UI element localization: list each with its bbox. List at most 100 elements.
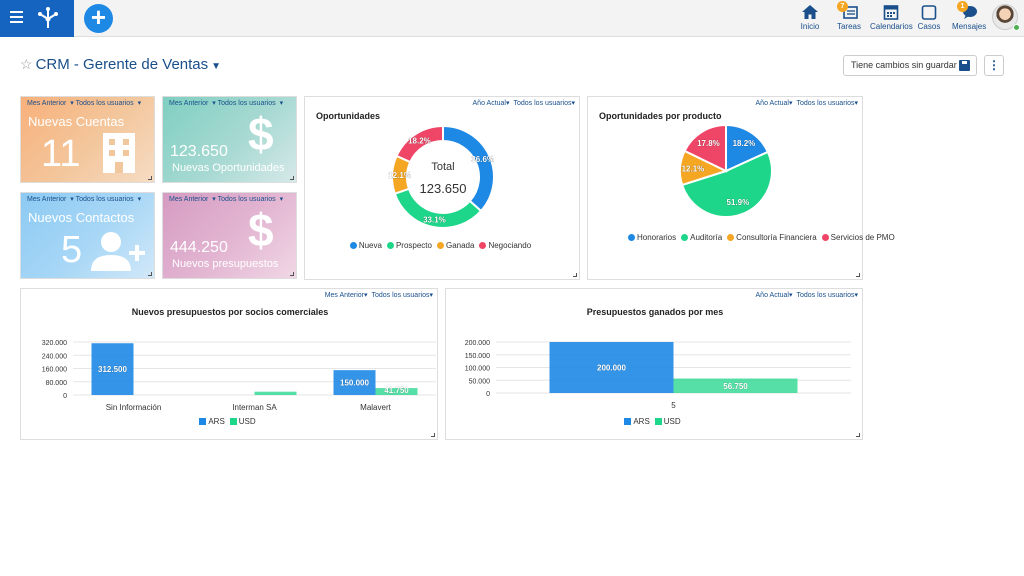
tile-nuevos-presupuestos[interactable]: Mes Anterior ▾ Todos los usuarios ▾ 444.25… xyxy=(162,192,297,279)
legend-swatch xyxy=(654,418,662,425)
resize-handle[interactable] xyxy=(148,272,152,276)
legend-swatch xyxy=(479,242,487,249)
period-filter[interactable]: Mes Anterior xyxy=(324,292,364,299)
tile-nuevos-contactos[interactable]: Mes Anterior ▾ Todos los usuarios ▾ Nuevos… xyxy=(20,192,155,279)
legend-item-ars[interactable]: ARS xyxy=(199,417,225,426)
legend-item-servicios-de-pmo[interactable]: Servicios de PMO xyxy=(821,233,895,243)
legend-item-usd[interactable]: USD xyxy=(654,417,681,426)
tile-label: Nuevas Oportunidades xyxy=(172,162,285,174)
bar-ars-sin-informacion[interactable] xyxy=(91,343,134,395)
legend-item-negociando[interactable]: Negociando xyxy=(479,241,531,250)
users-filter[interactable]: Todos los usuarios xyxy=(217,100,276,107)
users-filter[interactable]: Todos los usuarios xyxy=(75,196,134,203)
period-filter[interactable]: Mes Anterior xyxy=(169,196,209,203)
period-filter[interactable]: Año Actual xyxy=(755,100,789,107)
resize-handle[interactable] xyxy=(856,273,860,277)
users-filter[interactable]: Todos los usuarios xyxy=(513,100,572,107)
bar-usd-interman-sa[interactable] xyxy=(254,391,297,395)
users-filter[interactable]: Todos los usuarios xyxy=(796,100,855,107)
legend-swatch xyxy=(349,242,357,249)
resize-handle[interactable] xyxy=(148,176,152,180)
nav-mensajes-label: Mensajes xyxy=(952,22,987,31)
resize-handle[interactable] xyxy=(573,273,577,277)
tile-nuevas-oportunidades[interactable]: Mes Anterior ▾ Todos los usuarios ▾ 123.65… xyxy=(162,96,297,183)
chevron-down-icon[interactable]: ▼ xyxy=(211,61,222,72)
slice-label-servicios-de-pmo: 17.8% xyxy=(697,139,720,148)
add-contact-icon xyxy=(91,232,145,271)
tile-value: 444.250 xyxy=(170,239,228,256)
page-title[interactable]: ☆ CRM - Gerente de Ventas ▼ xyxy=(20,56,221,73)
y-tick-label: 160.000 xyxy=(42,367,67,374)
resize-handle[interactable] xyxy=(431,433,435,437)
save-button[interactable]: Tiene cambios sin guardar xyxy=(843,55,977,76)
bar-value-label: 41.750 xyxy=(384,386,409,395)
legend-label: USD xyxy=(238,417,256,426)
period-filter[interactable]: Año Actual xyxy=(472,100,506,107)
users-filter[interactable]: Todos los usuarios xyxy=(217,196,276,203)
app-logo-icon[interactable] xyxy=(36,6,60,30)
panel-presupuestos-socios: Mes Anterior▾ Todos los usuarios▾ Nuevos … xyxy=(20,288,438,440)
y-tick-label: 0 xyxy=(486,391,490,398)
donut-center-label: Total xyxy=(431,161,454,173)
legend-label: Honorarios xyxy=(637,233,677,242)
period-filter[interactable]: Mes Anterior xyxy=(169,100,209,107)
panel-title: Oportunidades xyxy=(316,111,381,121)
legend-item-consultoria-financiera[interactable]: Consultoría Financiera xyxy=(727,233,817,243)
period-filter[interactable]: Mes Anterior xyxy=(27,196,67,203)
bar-usd-malavert[interactable] xyxy=(375,388,418,395)
bar-ars-malavert[interactable] xyxy=(333,370,376,395)
resize-handle[interactable] xyxy=(290,272,294,276)
panel-oportunidades-producto: Año Actual▾ Todos los usuarios▾ Oportunid… xyxy=(587,96,895,280)
resize-handle[interactable] xyxy=(856,433,860,437)
users-filter[interactable]: Todos los usuarios xyxy=(371,292,430,299)
legend-item-auditoria[interactable]: Auditoría xyxy=(681,233,722,243)
nav-calendarios[interactable]: Calendarios xyxy=(870,3,913,31)
nav-mensajes[interactable]: 1 Mensajes xyxy=(952,1,987,31)
bar-ars-5[interactable] xyxy=(549,342,674,393)
users-filter[interactable]: Todos los usuarios xyxy=(75,100,134,107)
legend-item-usd[interactable]: USD xyxy=(229,417,256,426)
tile-filters: Mes Anterior ▾ Todos los usuarios ▾ xyxy=(27,196,142,203)
legend-item-nueva[interactable]: Nueva xyxy=(349,241,382,250)
y-tick-label: 150.000 xyxy=(465,353,490,360)
nav-casos[interactable]: Casos xyxy=(917,3,941,31)
nav-tareas[interactable]: 7 Tareas xyxy=(836,1,862,31)
legend-item-ganada[interactable]: Ganada xyxy=(436,241,474,250)
star-icon[interactable]: ☆ xyxy=(20,56,33,72)
tile-label: Nuevas Cuentas xyxy=(28,114,125,129)
brand-block xyxy=(0,0,74,37)
slice-label-ganada: 12.1% xyxy=(388,171,411,180)
y-tick-label: 320.000 xyxy=(42,340,67,347)
period-filter[interactable]: Año Actual xyxy=(755,292,789,299)
legend-item-prospecto[interactable]: Prospecto xyxy=(386,241,432,250)
legend-item-honorarios[interactable]: Honorarios xyxy=(628,233,676,243)
mensajes-badge: 1 xyxy=(957,1,968,12)
period-filter[interactable]: Mes Anterior xyxy=(27,100,67,107)
slice-negociando[interactable] xyxy=(395,124,444,164)
tile-nuevas-cuentas[interactable]: Mes Anterior ▾ Todos los usuarios ▾ Nuevas… xyxy=(20,96,155,183)
x-tick-label: Interman SA xyxy=(232,403,277,412)
legend-item-ars[interactable]: ARS xyxy=(624,417,650,426)
y-tick-label: 100.000 xyxy=(465,366,490,373)
slice-auditoria[interactable] xyxy=(680,150,773,218)
nav-inicio[interactable]: Inicio xyxy=(798,3,822,31)
slice-honorarios[interactable] xyxy=(725,123,770,173)
slice-label-nueva: 36.6% xyxy=(471,155,494,164)
x-tick-label: Malavert xyxy=(360,403,391,412)
menu-icon[interactable] xyxy=(10,11,23,23)
legend-label: USD xyxy=(663,417,681,426)
producto-pie-chart: 18.2% 51.9% 12.1% 17.8% xyxy=(679,123,773,218)
users-filter[interactable]: Todos los usuarios xyxy=(796,292,855,299)
donut-legend: Nueva Prospecto Ganada Negociando xyxy=(305,241,581,250)
more-options-button[interactable]: ⋮ xyxy=(984,55,1004,76)
legend-label: Consultoría Financiera xyxy=(736,233,817,242)
panel-filters: Mes Anterior▾ Todos los usuarios▾ xyxy=(324,292,433,299)
tile-label: Nuevos Contactos xyxy=(28,210,135,225)
building-icon xyxy=(103,133,135,173)
online-status-dot xyxy=(1013,24,1020,31)
panel-filters: Año Actual▾ Todos los usuarios▾ xyxy=(472,100,575,107)
bar-usd-5[interactable] xyxy=(673,378,798,393)
resize-handle[interactable] xyxy=(290,176,294,180)
slice-servicios-de-pmo[interactable] xyxy=(683,123,727,173)
add-button[interactable]: + xyxy=(84,4,113,33)
